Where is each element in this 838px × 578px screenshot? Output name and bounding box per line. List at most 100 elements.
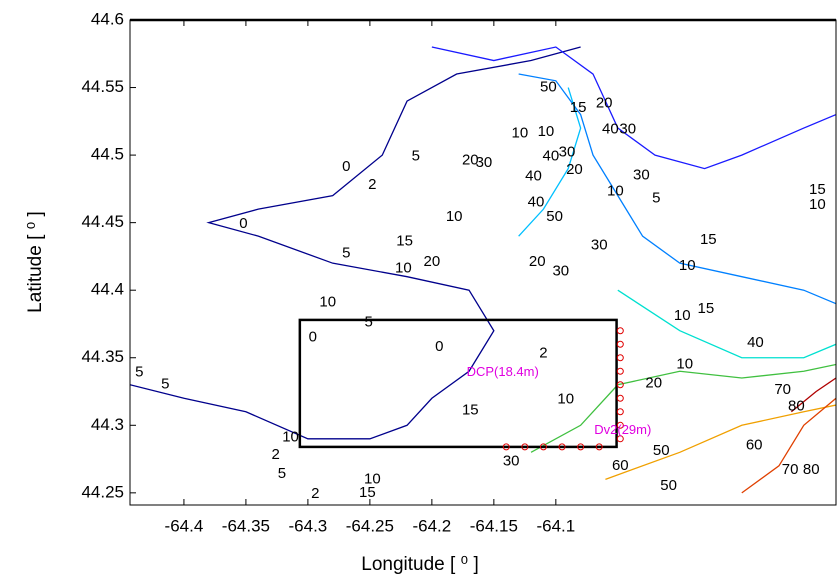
contour-label: 60: [746, 437, 763, 454]
contour-label: 15: [462, 401, 479, 418]
x-axis-label: Longitude [ ⁰ ]: [361, 554, 478, 575]
station: [595, 443, 603, 451]
contour-label: 70: [774, 381, 791, 398]
station: [616, 340, 624, 348]
y-tick-label: 44.55: [81, 77, 124, 96]
contour-label: 40: [543, 147, 560, 164]
contour-label: 5: [652, 189, 660, 206]
annotation: DCP(18.4m): [467, 364, 539, 379]
station: [616, 327, 624, 335]
contour-label: 50: [653, 442, 670, 459]
x-tick-label: -64.25: [346, 516, 394, 535]
contour-label: 80: [788, 397, 805, 414]
contour-label: 15: [359, 484, 376, 501]
contour-label: 30: [619, 120, 636, 137]
contour-label: 5: [342, 245, 350, 262]
contour-label: 2: [311, 485, 319, 502]
station: [616, 394, 624, 402]
contour-label: 50: [660, 477, 677, 494]
contour-label: 15: [570, 99, 587, 116]
contour-label: 30: [559, 143, 576, 160]
annotation: Dv2(29m): [594, 422, 651, 437]
contour-label: 10: [512, 124, 529, 141]
contour-label: 5: [278, 465, 286, 482]
contour-label: 10: [607, 183, 624, 200]
station: [616, 354, 624, 362]
station: [521, 443, 529, 451]
station: [502, 443, 510, 451]
contour-label: 10: [446, 208, 463, 225]
station: [558, 443, 566, 451]
contour-label: 10: [676, 355, 693, 372]
contour-label: 30: [591, 237, 608, 254]
contour-label: 40: [528, 193, 545, 210]
contour-label: 2: [368, 176, 376, 193]
contour-line: [130, 46, 581, 440]
contour-label: 30: [503, 453, 520, 470]
contour-label: 80: [803, 461, 820, 478]
station: [616, 408, 624, 416]
station: [616, 435, 624, 443]
contour-label: 50: [540, 79, 557, 96]
contour-label: 40: [747, 334, 764, 351]
contour-label: 0: [239, 215, 247, 232]
contour-label: 10: [395, 260, 412, 277]
contour-label: 30: [552, 262, 569, 279]
contour-label: 40: [602, 120, 619, 137]
contour-label: 5: [364, 314, 372, 331]
y-tick-label: 44.35: [81, 347, 124, 366]
x-tick-label: -64.15: [470, 516, 518, 535]
contour-label: 0: [435, 338, 443, 355]
contour-label: 10: [319, 293, 336, 310]
contour-line: [518, 73, 836, 305]
contour-label: 20: [424, 253, 441, 270]
contour-label: 20: [645, 374, 662, 391]
y-tick-label: 44.45: [81, 212, 124, 231]
station: [577, 443, 585, 451]
contour-label: 15: [697, 300, 714, 317]
contour-label: 30: [476, 154, 493, 171]
contour-label: 5: [412, 147, 420, 164]
x-tick-label: -64.35: [222, 516, 270, 535]
contour-label: 10: [679, 257, 696, 274]
contour-line: [617, 289, 836, 359]
contour-line: [741, 397, 836, 494]
station: [616, 367, 624, 375]
contour-label: 20: [566, 161, 583, 178]
study-box: [298, 318, 618, 449]
contour-line: [431, 46, 836, 170]
station: [616, 381, 624, 389]
contour-label: 10: [557, 391, 574, 408]
contour-label: 10: [809, 196, 826, 213]
y-tick-label: 44.25: [81, 482, 124, 501]
contour-label: 10: [282, 428, 299, 445]
x-tick-label: -64.4: [165, 516, 204, 535]
contour-label: 15: [396, 233, 413, 250]
contour-label: 0: [342, 158, 350, 175]
contour-line: [518, 87, 582, 237]
contour-label: 10: [674, 307, 691, 324]
contour-label: 2: [539, 345, 547, 362]
contour-label: 70: [782, 461, 799, 478]
y-tick-label: 44.6: [91, 9, 124, 28]
contour-label: 0: [309, 328, 317, 345]
contour-label: 30: [633, 166, 650, 183]
y-tick-label: 44.4: [91, 280, 124, 299]
x-tick-label: -64.1: [536, 516, 575, 535]
station: [616, 421, 624, 429]
x-tick-label: -64.2: [412, 516, 451, 535]
contour-label: 5: [135, 364, 143, 381]
contour-label: 60: [612, 457, 629, 474]
contour-label: 10: [538, 123, 555, 140]
axes-frame: [129, 19, 837, 506]
contour-line: [605, 404, 836, 480]
contour-label: 5: [161, 376, 169, 393]
contour-label: 15: [700, 231, 717, 248]
y-tick-label: 44.3: [91, 415, 124, 434]
contour-label: 40: [525, 168, 542, 185]
contour-label: 50: [546, 208, 563, 225]
contour-label: 20: [596, 95, 613, 112]
contour-label: 10: [364, 470, 381, 487]
x-tick-label: -64.3: [289, 516, 328, 535]
